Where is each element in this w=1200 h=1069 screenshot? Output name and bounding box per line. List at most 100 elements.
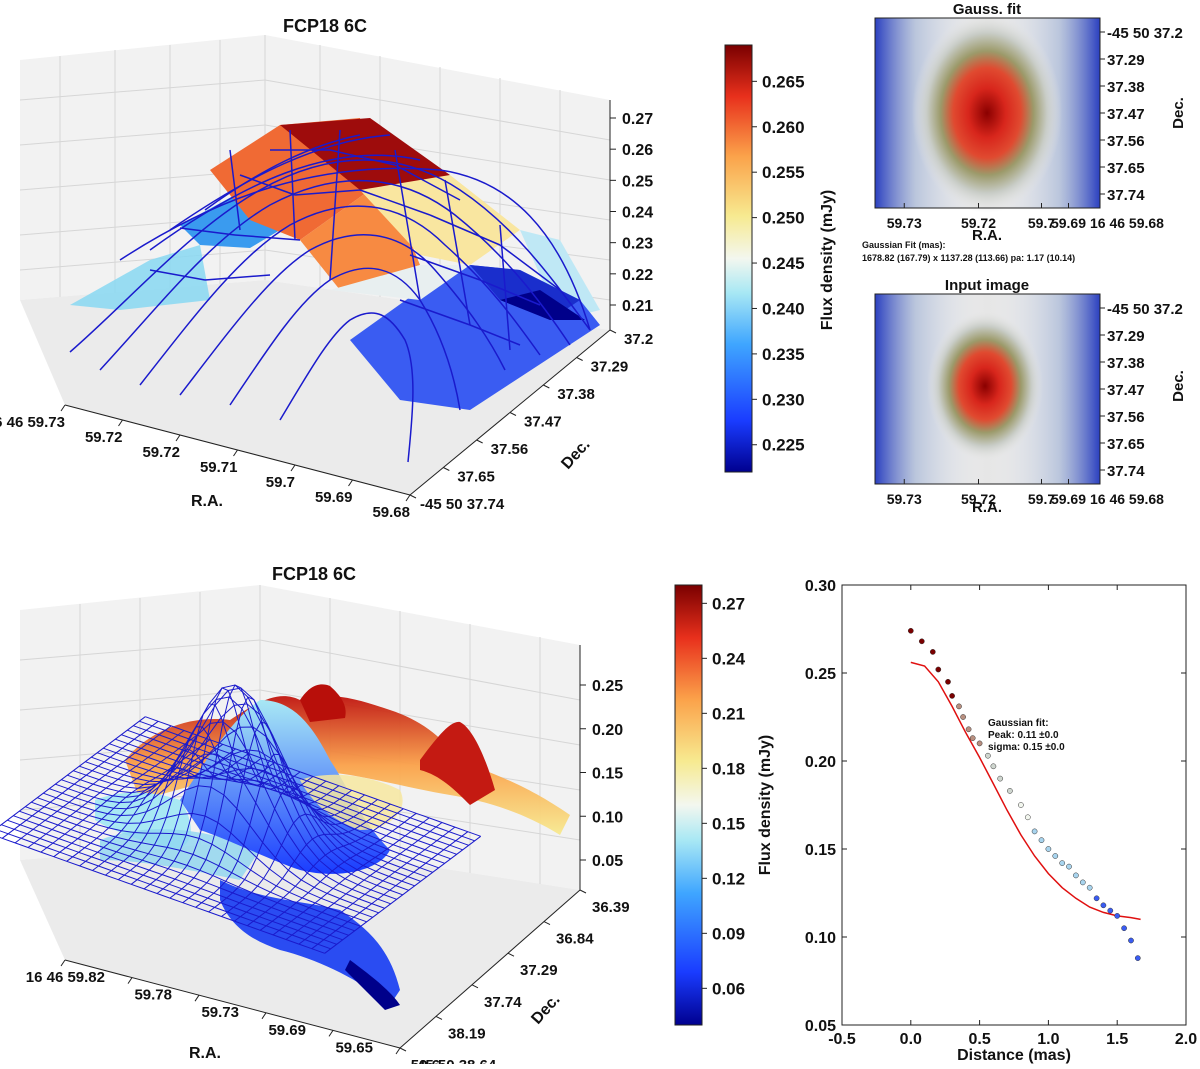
x-tick-label: 16 46 59.73	[0, 414, 65, 431]
top-3d-ylabel: Dec.	[558, 436, 593, 472]
gaussian-fit-curve	[910, 661, 1141, 921]
radial-profile-xlabel: Distance (mas)	[957, 1047, 1071, 1064]
y-tick-label: 37.74	[1107, 463, 1145, 480]
mesh-line	[31, 801, 367, 923]
fit-annotation-sigma: sigma: 0.15 ±0.0	[988, 742, 1065, 753]
colorbar-tick-label: 0.255	[762, 163, 805, 182]
x-tick-label: 0.5	[968, 1031, 990, 1048]
data-point	[1128, 937, 1134, 944]
z-tick-label: 0.20	[592, 722, 623, 739]
y-tick-label: 37.74	[484, 994, 522, 1011]
tick-mark	[507, 952, 515, 957]
x-tick-label: 59.68	[372, 504, 410, 521]
y-tick-label: 37.2	[624, 331, 653, 348]
top-colorbar: 0.265 0.260 0.255 0.250 0.245 0.240 0.235 0.230…	[724, 44, 836, 473]
tick-mark	[60, 959, 66, 967]
y-tick-label: -45 50 37.74	[420, 496, 505, 513]
y-tick-label: 38.19	[448, 1025, 486, 1042]
data-point	[1073, 872, 1079, 879]
input-image-xlabel: R.A.	[972, 499, 1002, 516]
top-3d-plot: FCP18 6C 16 46 59.73 59.72 59.72 59.71 59.7 5…	[0, 16, 653, 521]
z-tick-label: 0.27	[622, 111, 653, 128]
data-point	[1121, 925, 1127, 932]
y-tick-label: 0.30	[805, 578, 836, 595]
x-tick-label: 59.7	[266, 474, 295, 491]
y-tick-label: 37.29	[1107, 52, 1145, 69]
gauss-fit-ylabel: Dec.	[1170, 97, 1187, 129]
bottom-colorbar-gradient	[674, 584, 703, 1026]
tick-mark	[127, 977, 133, 984]
tick-mark	[476, 439, 483, 444]
top-3d-xticks: 16 46 59.73 59.72 59.72 59.71 59.7 59.69 59.68	[0, 404, 411, 521]
colorbar-tick-label: 0.27	[712, 594, 745, 613]
y-tick-label: -45 50 37.2	[1107, 25, 1183, 42]
colorbar-tick-label: 0.12	[712, 869, 745, 888]
mesh-line	[145, 716, 481, 837]
tick-mark	[609, 329, 617, 334]
tick-mark	[579, 889, 587, 894]
data-point	[1045, 846, 1052, 852]
mesh-line	[19, 810, 355, 932]
data-point	[1007, 788, 1013, 794]
tick-mark	[194, 994, 200, 1002]
input-image-yticks: -45 50 37.2 37.29 37.38 37.47 37.56 37.65 37.7…	[1100, 301, 1183, 480]
top-3d-yticks: 37.2 37.29 37.38 37.47 37.56 37.65 -45 50 37.7…	[409, 329, 653, 513]
y-tick-label: 37.74	[1107, 187, 1145, 204]
data-point	[1107, 907, 1114, 914]
gauss-fit-xticks: 59.73 59.72 59.759.69 16 46 59.68	[887, 203, 1164, 231]
z-tick-label: 0.10	[592, 809, 623, 826]
colorbar-tick-label: 0.245	[762, 254, 805, 273]
radial-profile-points	[907, 627, 1141, 961]
tick-mark	[435, 1015, 443, 1020]
y-tick-label: 0.20	[805, 754, 836, 771]
y-tick-label: 36.39	[592, 899, 630, 916]
data-point	[935, 666, 942, 673]
z-tick-label: 0.05	[592, 853, 623, 870]
gauss-fit-core	[912, 13, 1062, 213]
tick-mark	[118, 419, 123, 427]
y-tick-label: -45 50 37.2	[1107, 301, 1183, 318]
y-tick-label: 0.15	[805, 842, 836, 859]
data-point	[965, 726, 972, 733]
y-tick-label: -45 50 38.64	[412, 1057, 497, 1064]
mesh-line	[1, 824, 337, 945]
tick-mark	[348, 479, 353, 487]
data-point	[1079, 879, 1086, 886]
tick-mark	[395, 1047, 401, 1055]
x-tick-label: 59.69	[268, 1022, 306, 1039]
colorbar-tick-label: 0.15	[712, 814, 745, 833]
bottom-axes-lines	[64, 645, 581, 1049]
colorbar-tick-label: 0.225	[762, 436, 805, 455]
mesh-line	[37, 797, 373, 918]
y-tick-label: 37.29	[1107, 328, 1145, 345]
tick-mark	[60, 404, 66, 412]
data-point	[1086, 884, 1093, 891]
gauss-fit-yticks: -45 50 37.2 37.29 37.38 37.47 37.56 37.65 37.7…	[1100, 25, 1183, 204]
tick-mark	[576, 357, 583, 361]
mesh-line	[109, 743, 445, 864]
y-tick-label: 0.25	[805, 666, 836, 683]
tick-mark	[543, 921, 551, 926]
input-image-title: Input image	[945, 277, 1029, 294]
x-tick-label: 1.5	[1106, 1031, 1128, 1048]
top-3d-title: FCP18 6C	[283, 16, 367, 36]
bottom-3d-title: FCP18 6C	[272, 564, 356, 584]
fit-annotation-title: Gaussian fit:	[988, 718, 1049, 729]
z-tick-label: 0.25	[622, 173, 653, 190]
tick-mark	[261, 1012, 267, 1020]
data-point	[969, 735, 976, 741]
tick-mark	[233, 449, 238, 457]
mesh-line	[85, 726, 421, 882]
x-tick-label: 59.65	[335, 1039, 373, 1056]
colorbar-tick-label: 0.18	[712, 759, 745, 778]
tick-mark	[409, 494, 417, 499]
data-point	[1038, 837, 1045, 844]
x-tick-label: 59.7	[1028, 491, 1055, 507]
x-tick-label: 2.0	[1175, 1031, 1197, 1048]
top-colorbar-ticks: 0.265 0.260 0.255 0.250 0.245 0.240 0.235 0.230…	[752, 72, 805, 455]
y-tick-label: 37.38	[1107, 355, 1145, 372]
data-point	[1093, 895, 1100, 902]
data-point	[949, 693, 955, 699]
colorbar-tick-label: 0.09	[712, 924, 745, 943]
